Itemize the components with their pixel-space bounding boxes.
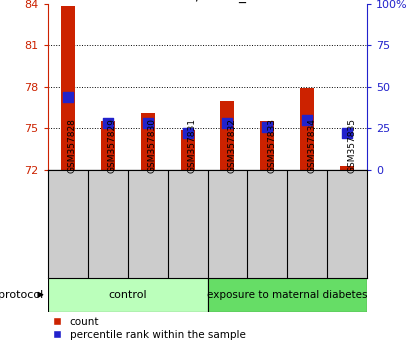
Bar xyxy=(340,166,354,170)
Bar xyxy=(300,88,314,170)
Bar xyxy=(61,6,75,170)
Text: GSM357833: GSM357833 xyxy=(267,118,276,173)
Bar xyxy=(101,121,115,170)
Bar xyxy=(261,121,274,170)
Point xyxy=(304,117,311,123)
Bar xyxy=(208,278,367,312)
Text: GSM357835: GSM357835 xyxy=(347,118,356,173)
Point xyxy=(184,131,191,136)
Point xyxy=(64,94,71,99)
Text: GSM357829: GSM357829 xyxy=(107,118,117,173)
Text: GSM357830: GSM357830 xyxy=(148,118,156,173)
Title: GDS3687 / ILMN_52488: GDS3687 / ILMN_52488 xyxy=(125,0,290,2)
Text: GSM357828: GSM357828 xyxy=(68,118,77,173)
Point xyxy=(344,131,351,136)
Point xyxy=(104,120,111,126)
Bar xyxy=(181,130,195,170)
Text: control: control xyxy=(108,290,147,300)
Text: exposure to maternal diabetes: exposure to maternal diabetes xyxy=(207,290,368,300)
Point xyxy=(144,120,151,126)
Legend: count, percentile rank within the sample: count, percentile rank within the sample xyxy=(53,317,246,340)
Text: GSM357832: GSM357832 xyxy=(227,118,237,173)
Text: GSM357834: GSM357834 xyxy=(308,118,316,173)
Point xyxy=(264,124,271,130)
Bar xyxy=(48,278,208,312)
Text: protocol: protocol xyxy=(0,290,44,300)
Bar xyxy=(220,101,234,170)
Point xyxy=(224,120,231,126)
Bar xyxy=(141,113,154,170)
Text: GSM357831: GSM357831 xyxy=(188,118,197,173)
